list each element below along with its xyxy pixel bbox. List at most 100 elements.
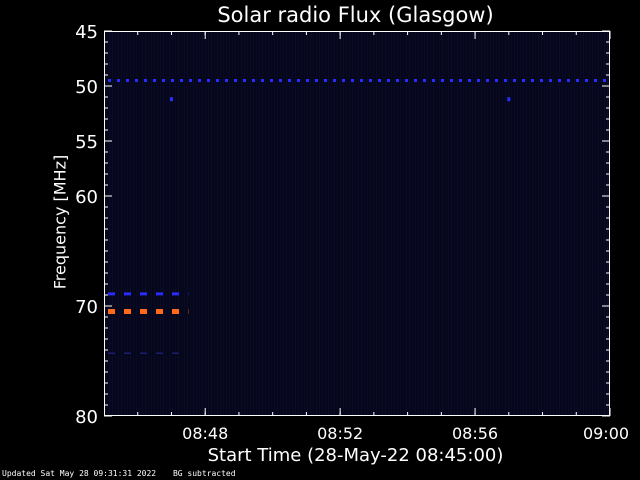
background-column [241, 32, 242, 415]
plot-area [104, 31, 610, 416]
background-column [595, 32, 596, 415]
background-column [127, 32, 128, 415]
background-column [526, 32, 527, 415]
background-column [346, 32, 347, 415]
x-axis-label: Start Time (28-May-22 08:45:00) [207, 445, 504, 466]
y-tick-label: 50 [75, 77, 98, 98]
background-column [199, 32, 200, 415]
background-column [121, 32, 122, 415]
background-column [394, 32, 395, 415]
plot-frame [104, 31, 610, 416]
background-column [217, 32, 218, 415]
background-column [517, 32, 518, 415]
background-column [541, 32, 542, 415]
background-column [382, 32, 383, 415]
background-column [160, 32, 161, 415]
background-column [460, 32, 461, 415]
x-tick-label: 08:48 [182, 424, 228, 443]
background-column [565, 32, 566, 415]
background-column [550, 32, 551, 415]
background-column [607, 32, 608, 415]
background-column [235, 32, 236, 415]
background-column [505, 32, 506, 415]
background-column [535, 32, 536, 415]
y-tick-label: 70 [75, 297, 98, 318]
background-column [259, 32, 260, 415]
emission-dot [507, 97, 511, 102]
background-column [481, 32, 482, 415]
background-column [439, 32, 440, 415]
background-column [409, 32, 410, 415]
background-column [268, 32, 269, 415]
background-column [577, 32, 578, 415]
background-column [511, 32, 512, 415]
background-column [136, 32, 137, 415]
background-column [187, 32, 188, 415]
background-column [316, 32, 317, 415]
background-column [292, 32, 293, 415]
background-column [493, 32, 494, 415]
background-column [157, 32, 158, 415]
background-column [334, 32, 335, 415]
background-column [487, 32, 488, 415]
background-column [238, 32, 239, 415]
background-column [466, 32, 467, 415]
background-column [442, 32, 443, 415]
emission-dot [169, 97, 173, 102]
background-column [124, 32, 125, 415]
background-column [172, 32, 173, 415]
background-column [106, 32, 107, 415]
background-column [364, 32, 365, 415]
background-column [343, 32, 344, 415]
background-column [523, 32, 524, 415]
background-column [232, 32, 233, 415]
background-column [412, 32, 413, 415]
background-column [433, 32, 434, 415]
background-column [421, 32, 422, 415]
background-column [415, 32, 416, 415]
background-column [247, 32, 248, 415]
background-column [181, 32, 182, 415]
background-column [463, 32, 464, 415]
background-column [388, 32, 389, 415]
background-column [397, 32, 398, 415]
spectrogram-features [108, 79, 610, 355]
background-column [325, 32, 326, 415]
background-column [358, 32, 359, 415]
background-column [367, 32, 368, 415]
background-column [376, 32, 377, 415]
background-column [400, 32, 401, 415]
background-column [130, 32, 131, 415]
background-column [220, 32, 221, 415]
background-column [223, 32, 224, 415]
background-column [436, 32, 437, 415]
background-column [496, 32, 497, 415]
background-column [454, 32, 455, 415]
background-column [349, 32, 350, 415]
y-axis: 45 50 55 60 70 80 [75, 22, 610, 428]
background-column [193, 32, 194, 415]
y-tick-label: 80 [75, 407, 98, 428]
background-column [331, 32, 332, 415]
background-column [559, 32, 560, 415]
background-column [424, 32, 425, 415]
background-column [373, 32, 374, 415]
background-column [451, 32, 452, 415]
background-column [478, 32, 479, 415]
background-column [211, 32, 212, 415]
background-column [277, 32, 278, 415]
background-column [337, 32, 338, 415]
background-column [205, 32, 206, 415]
x-tick-label: 09:00 [583, 424, 629, 443]
background-column [283, 32, 284, 415]
background-column [202, 32, 203, 415]
background-column [556, 32, 557, 415]
background-column [472, 32, 473, 415]
background-column [352, 32, 353, 415]
background-column [475, 32, 476, 415]
background-column [361, 32, 362, 415]
background-column [175, 32, 176, 415]
background-column [295, 32, 296, 415]
background-column [406, 32, 407, 415]
